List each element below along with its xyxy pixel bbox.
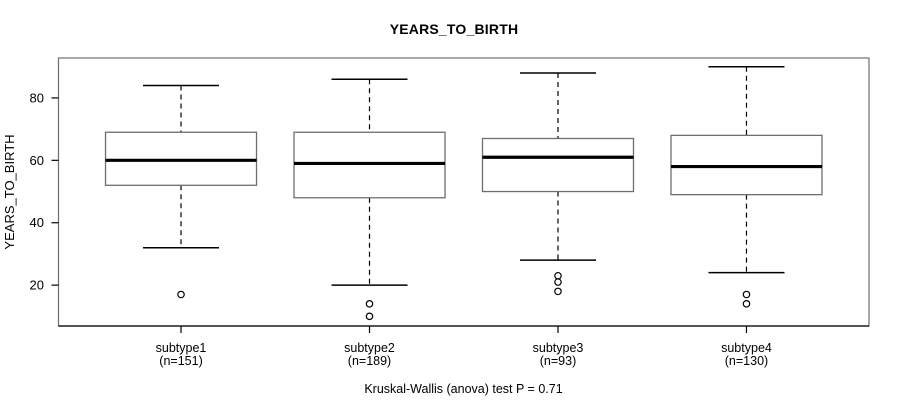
stat-test-caption: Kruskal-Wallis (anova) test P = 0.71 xyxy=(364,382,563,396)
boxplot-subtype4-outlier xyxy=(742,300,751,308)
boxplot-subtype2-outlier xyxy=(365,300,374,308)
boxplot-subtype2-outlier xyxy=(365,312,374,321)
boxplot-subtype3-outlier xyxy=(554,278,562,286)
x-label-subtype4-n: (n=130) xyxy=(725,354,768,368)
x-label-subtype2-n: (n=189) xyxy=(348,354,391,368)
x-label-subtype4: subtype4 xyxy=(721,341,772,355)
boxplot-subtype3-box xyxy=(481,137,635,193)
chart-title: YEARS_TO_BIRTH xyxy=(389,21,519,37)
y-axis-label: YEARS_TO_BIRTH xyxy=(2,134,17,249)
x-label-subtype1: subtype1 xyxy=(156,341,207,355)
boxplot-subtype4-outlier xyxy=(742,290,751,299)
boxplot-subtype1-outlier xyxy=(177,290,185,299)
y-tick-label: 20 xyxy=(30,278,44,293)
x-label-subtype2: subtype2 xyxy=(344,341,395,355)
x-label-subtype1-n: (n=151) xyxy=(159,354,202,368)
boxplot-subtype3-outlier xyxy=(554,271,562,280)
x-label-subtype3: subtype3 xyxy=(533,341,584,355)
boxplot-subtype3-outlier xyxy=(554,287,562,296)
x-label-subtype3-n: (n=93) xyxy=(540,354,576,368)
y-tick-label: 40 xyxy=(30,215,44,230)
y-tick-label: 80 xyxy=(30,90,44,105)
y-tick-label: 60 xyxy=(30,153,44,168)
